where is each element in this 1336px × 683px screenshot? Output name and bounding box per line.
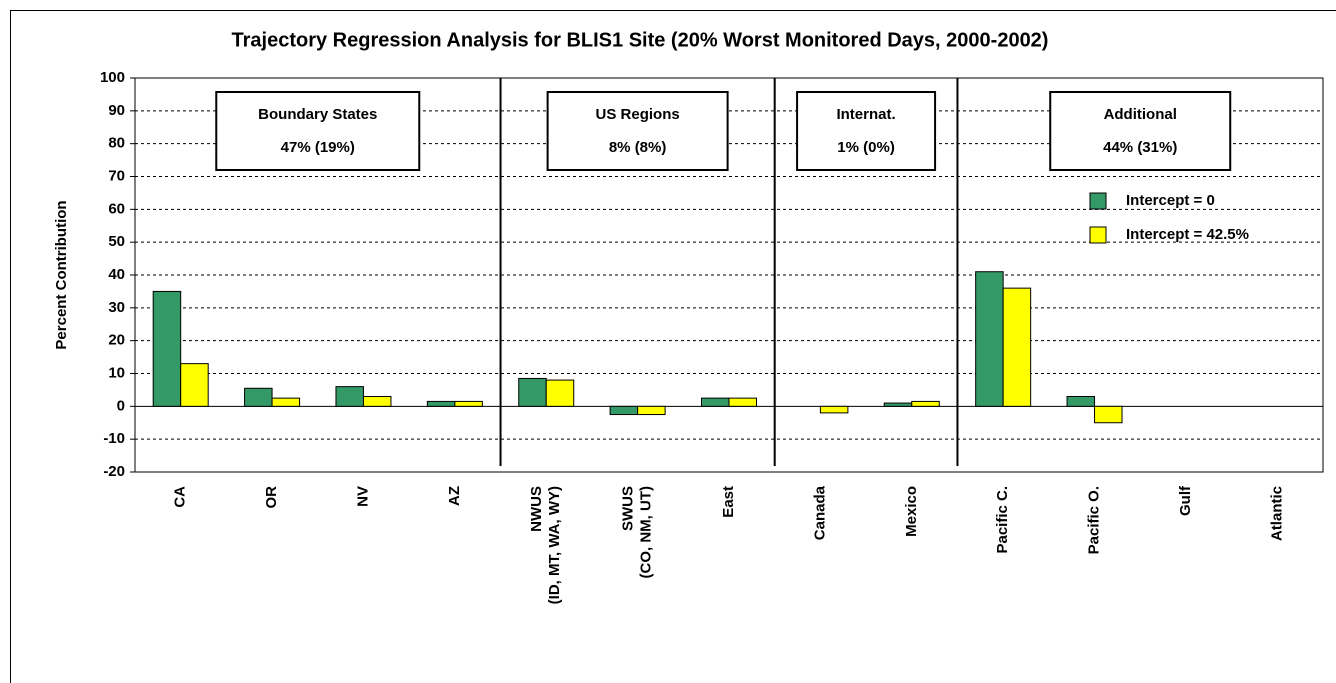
y-axis-label: Percent Contribution [53, 200, 70, 349]
group-box [796, 91, 937, 171]
y-tick-label: 50 [108, 233, 125, 250]
y-tick-label: -20 [103, 463, 125, 480]
bar [1066, 395, 1096, 407]
x-tick-label-line: Mexico [903, 486, 920, 537]
bar [362, 395, 392, 407]
group-title: Internat. [836, 106, 895, 123]
bar [1002, 287, 1032, 407]
bar [1094, 405, 1123, 424]
y-tick-label: 30 [108, 299, 125, 316]
y-tick-label: 0 [117, 397, 125, 414]
group-title: US Regions [596, 106, 680, 123]
bar [609, 405, 639, 416]
x-tick-label-line: Pacific O. [1086, 486, 1103, 554]
y-tick-label: 60 [108, 200, 125, 217]
group-box [215, 91, 421, 171]
group-box [546, 91, 729, 171]
bar [271, 397, 301, 407]
legend-swatch [1089, 192, 1107, 210]
bar [883, 402, 913, 407]
x-tick-label-line: AZ [446, 486, 463, 506]
group-title: Additional [1104, 106, 1177, 123]
x-tick-label-line: OR [263, 486, 280, 509]
x-tick-label-line: East [720, 486, 737, 518]
bar [426, 400, 456, 407]
x-tick-label: Atlantic [1268, 486, 1285, 541]
group-box [1049, 91, 1232, 171]
bar [911, 400, 940, 407]
group-title: Boundary States [258, 106, 377, 123]
x-tick-label: Mexico [903, 486, 920, 537]
x-tick-label: OR [263, 486, 280, 509]
bar [728, 397, 757, 407]
bar [518, 377, 547, 407]
legend-swatch [1089, 226, 1107, 244]
x-tick-label-line: Canada [811, 485, 828, 540]
x-tick-label-line: Pacific C. [994, 486, 1011, 554]
y-tick-label: 10 [108, 364, 125, 381]
chart-title: Trajectory Regression Analysis for BLIS1… [232, 29, 1049, 51]
x-tick-label-line: SWUS [620, 486, 637, 531]
plot-border [134, 77, 1324, 473]
x-tick-label-line: (ID, MT, WA, WY) [546, 486, 563, 604]
y-tick-label: 80 [108, 135, 125, 152]
bar [545, 379, 575, 407]
group-label: 47% (19%) [281, 139, 355, 156]
x-tick-label: NV [354, 486, 371, 507]
x-tick-label: NWUS(ID, MT, WA, WY) [528, 486, 563, 604]
x-tick-label-line: Gulf [1177, 485, 1194, 516]
bar [637, 405, 666, 416]
bar [975, 271, 1004, 407]
x-tick-label-line: CA [172, 486, 189, 508]
x-tick-label-line: (CO, NM, UT) [638, 486, 655, 578]
x-tick-label-line: NWUS [528, 486, 545, 532]
x-tick-label-line: NV [354, 486, 371, 507]
y-tick-label: 100 [100, 69, 125, 86]
x-tick-label-line: Atlantic [1268, 486, 1285, 541]
x-tick-label: AZ [446, 486, 463, 506]
y-tick-label: 40 [108, 266, 125, 283]
group-label: 1% (0%) [837, 139, 895, 156]
x-tick-label: Pacific C. [994, 486, 1011, 554]
y-tick-label: 90 [108, 102, 125, 119]
y-tick-label: -10 [103, 430, 125, 447]
x-tick-label: CA [172, 486, 189, 508]
y-tick-label: 20 [108, 332, 125, 349]
group-label: 8% (8%) [609, 139, 667, 156]
x-tick-label: SWUS(CO, NM, UT) [620, 486, 655, 578]
frame [10, 10, 1336, 683]
x-tick-label: Pacific O. [1086, 486, 1103, 554]
y-tick-label: 70 [108, 167, 125, 184]
bar [819, 405, 849, 414]
bar [454, 400, 483, 407]
bar [180, 363, 209, 407]
group-label: 44% (31%) [1103, 139, 1177, 156]
x-tick-label: Gulf [1177, 485, 1194, 516]
bar [335, 386, 364, 407]
bar [244, 387, 273, 407]
x-tick-label: East [720, 486, 737, 518]
bar [701, 397, 730, 407]
legend-label: Intercept = 42.5% [1126, 226, 1249, 243]
legend-label: Intercept = 0 [1126, 192, 1215, 209]
bar [152, 290, 182, 407]
x-tick-label: Canada [811, 485, 828, 540]
